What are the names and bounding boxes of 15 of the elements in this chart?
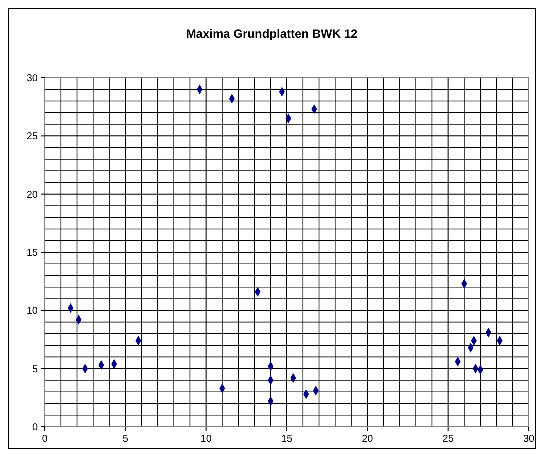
x-tick-label: 10 <box>200 434 212 445</box>
x-tick-label: 5 <box>122 434 129 445</box>
chart-title: Maxima Grundplatten BWK 12 <box>186 27 358 41</box>
x-tick-label: 20 <box>362 434 374 445</box>
y-tick-label: 30 <box>26 74 38 84</box>
y-tick-label: 15 <box>26 248 38 259</box>
y-tick-label: 10 <box>26 306 38 318</box>
x-tick-label: 0 <box>42 434 48 445</box>
x-tick-label: 25 <box>442 434 454 445</box>
y-tick-label: 25 <box>26 132 38 143</box>
y-tick-label: 5 <box>32 364 38 376</box>
y-tick-label: 20 <box>26 190 38 201</box>
y-tick-label: 0 <box>32 422 38 434</box>
x-tick-label: 30 <box>523 434 535 445</box>
x-tick-label: 15 <box>281 434 293 445</box>
